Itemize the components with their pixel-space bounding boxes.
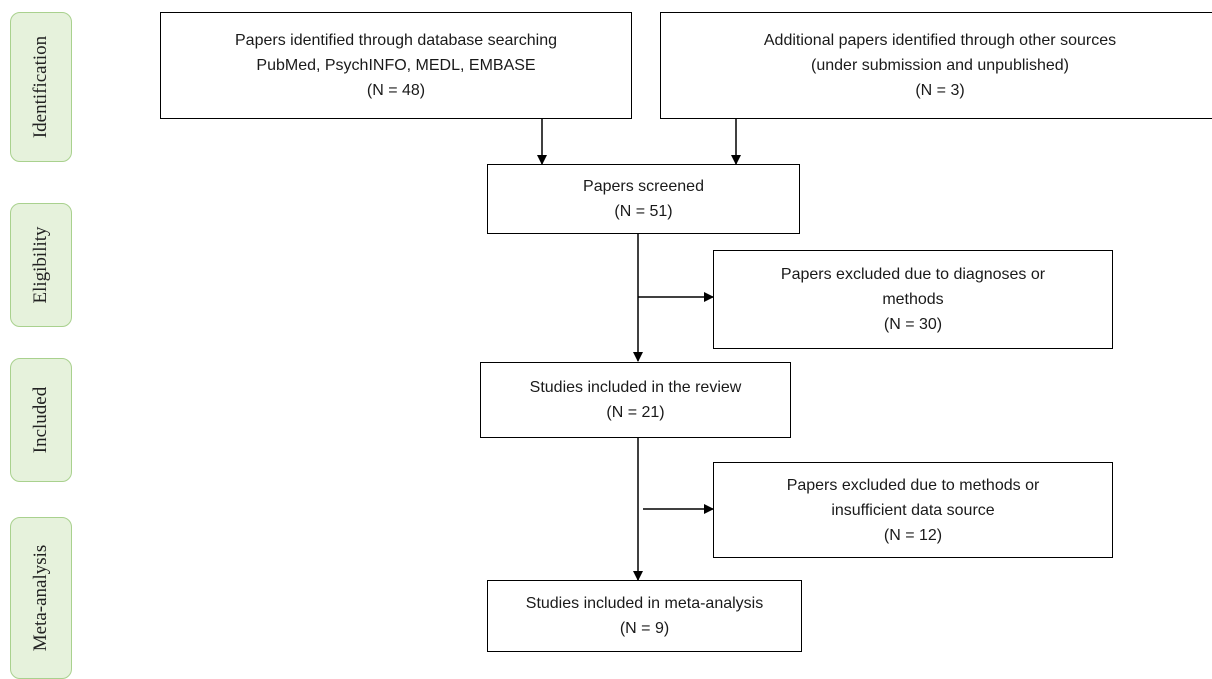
box-papers-screened: Papers screened (N = 51) — [487, 164, 800, 234]
box-excluded1-line-1: Papers excluded due to diagnoses or — [780, 266, 1046, 283]
box-database-line-1: Papers identified through database searc… — [235, 32, 557, 49]
box-excluded2-count: (N = 12) — [883, 526, 943, 544]
box-excluded-diagnoses: Papers excluded due to diagnoses or meth… — [713, 250, 1113, 349]
box-additional-line-1: Additional papers identified through oth… — [763, 32, 1117, 49]
box-review-count: (N = 21) — [606, 404, 665, 421]
box-meta-analysis: Studies included in meta-analysis (N = 9… — [487, 580, 802, 652]
box-meta-line-1: Studies included in meta-analysis — [525, 595, 764, 612]
box-database-line-2: PubMed, PsychINFO, MEDL, EMBASE — [256, 57, 536, 74]
box-database-search: Papers identified through database searc… — [160, 12, 632, 119]
box-additional-count: (N = 3) — [915, 82, 965, 99]
box-excluded1-count: (N = 30) — [883, 316, 943, 333]
box-meta-count: (N = 9) — [619, 620, 670, 637]
box-review-line-1: Studies included in the review — [529, 379, 742, 396]
box-excluded2-line-1: Papers excluded due to methods or — [786, 476, 1040, 494]
stage-included: Included — [10, 358, 72, 482]
box-excluded-methods: Papers excluded due to methods or insuff… — [713, 462, 1113, 558]
box-additional-sources: Additional papers identified through oth… — [660, 12, 1212, 119]
box-excluded1-line-2: methods — [882, 291, 944, 308]
box-studies-review: Studies included in the review (N = 21) — [480, 362, 791, 438]
box-excluded2-line-2: insufficient data source — [831, 501, 995, 519]
stage-eligibility: Eligibility — [10, 203, 72, 327]
box-screened-count: (N = 51) — [614, 203, 673, 220]
stage-meta-analysis: Meta-analysis — [10, 517, 72, 679]
box-screened-line-1: Papers screened — [583, 178, 704, 195]
box-database-count: (N = 48) — [366, 82, 426, 99]
stage-identification: Identification — [10, 12, 72, 162]
box-additional-line-2: (under submission and unpublished) — [811, 57, 1069, 74]
